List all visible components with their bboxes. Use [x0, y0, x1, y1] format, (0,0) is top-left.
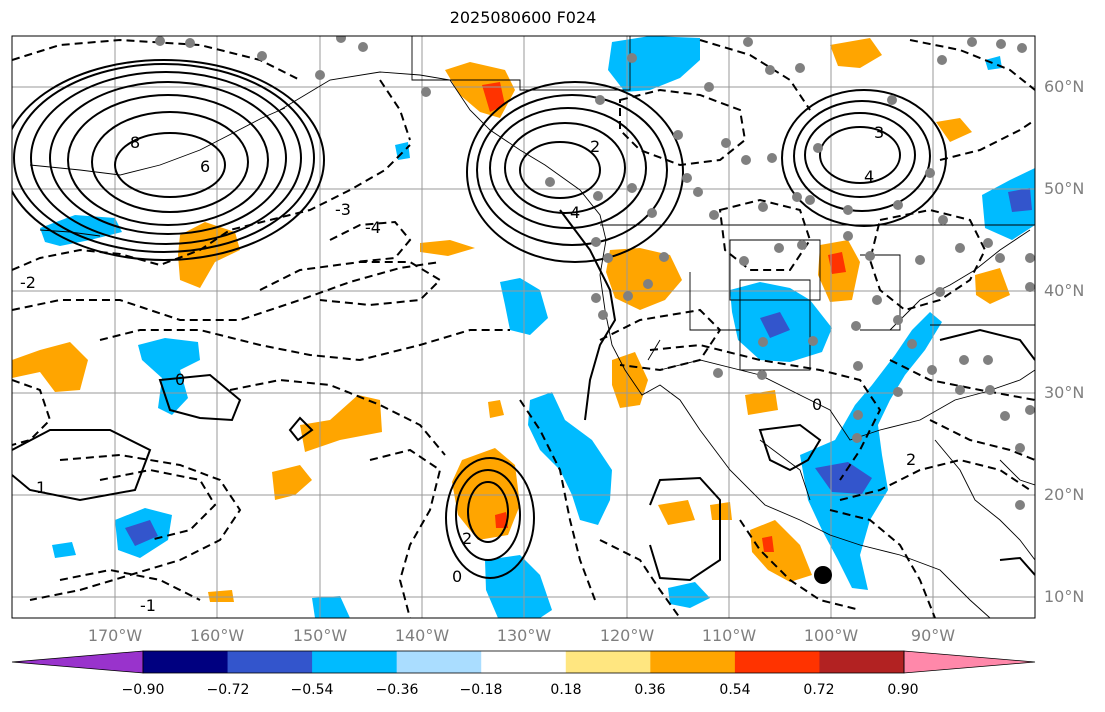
lat-label: 20°N [1044, 485, 1085, 504]
colorbar-tick-label: 0.72 [803, 682, 835, 698]
colorbar-tick-label: 0.90 [887, 682, 919, 698]
colorbar-tick-label: −0.36 [375, 682, 419, 698]
contour-label: 3 [874, 123, 884, 142]
lon-label: 140°W [394, 626, 450, 645]
colorbar-tick-label: −0.72 [206, 682, 250, 698]
positive-contours [12, 59, 1035, 582]
contour-labels: 8 6 4 2 3 4 -3 -4 2 0 0 0 -1 1 2 -2 [20, 123, 916, 615]
contour-label: 0 [812, 395, 822, 414]
colorbar [11, 650, 1036, 674]
lat-label: 30°N [1044, 383, 1085, 402]
coastlines [29, 36, 1035, 618]
contour-label: 0 [175, 370, 185, 389]
contour-label: 1 [36, 478, 46, 497]
lon-label: 150°W [292, 626, 348, 645]
colorbar-segment [481, 651, 567, 673]
map-title: 2025080600 F024 [449, 8, 597, 27]
lon-label: 170°W [87, 626, 143, 645]
contour-label: 2 [590, 137, 600, 156]
contour-label: -2 [20, 273, 36, 292]
storm-center-marker [814, 566, 832, 584]
colorbar-tick-label: −0.18 [459, 682, 503, 698]
lon-label: 90°W [910, 626, 956, 645]
lon-label: 120°W [599, 626, 655, 645]
colorbar-tick-label: 0.54 [719, 682, 751, 698]
contour-label: -1 [140, 596, 156, 615]
colorbar-extend-low [11, 650, 144, 674]
contour-label: -4 [365, 218, 381, 237]
contour-label: 2 [906, 450, 916, 469]
colorbar-segment [227, 651, 313, 673]
lon-label: 160°W [189, 626, 245, 645]
lon-label: 100°W [803, 626, 859, 645]
lon-label: 110°W [701, 626, 757, 645]
colorbar-tick-label: −0.90 [121, 682, 165, 698]
contour-label: 8 [130, 133, 140, 152]
contour-label: -3 [335, 200, 351, 219]
colorbar-segment [819, 651, 905, 673]
colorbar-tick-label: 0.36 [634, 682, 666, 698]
contour-label: 4 [864, 167, 874, 186]
colorbar-tick-label: 0.18 [550, 682, 582, 698]
colorbar-segment [312, 651, 398, 673]
colorbar-segment [734, 651, 820, 673]
colorbar-extend-high [903, 650, 1036, 674]
graticule [12, 36, 1035, 618]
lat-label: 50°N [1044, 179, 1085, 198]
contour-label: 2 [462, 529, 472, 548]
contour-label: 6 [200, 157, 210, 176]
station-dots [155, 36, 1035, 510]
map-frame [11, 35, 1036, 619]
lon-label: 130°W [496, 626, 552, 645]
colorbar-tick-label: −0.54 [290, 682, 334, 698]
colorbar-segment [143, 651, 229, 673]
colorbar-segment [565, 651, 651, 673]
colorbar-frame [142, 650, 905, 674]
lat-label: 10°N [1044, 587, 1085, 606]
lat-label: 40°N [1044, 281, 1085, 300]
lat-label: 60°N [1044, 77, 1085, 96]
negative-anomaly-shading [40, 36, 1035, 618]
colorbar-segment [396, 651, 482, 673]
contour-label: 4 [570, 203, 580, 222]
contour-label: 0 [452, 567, 462, 586]
colorbar-segment [650, 651, 736, 673]
